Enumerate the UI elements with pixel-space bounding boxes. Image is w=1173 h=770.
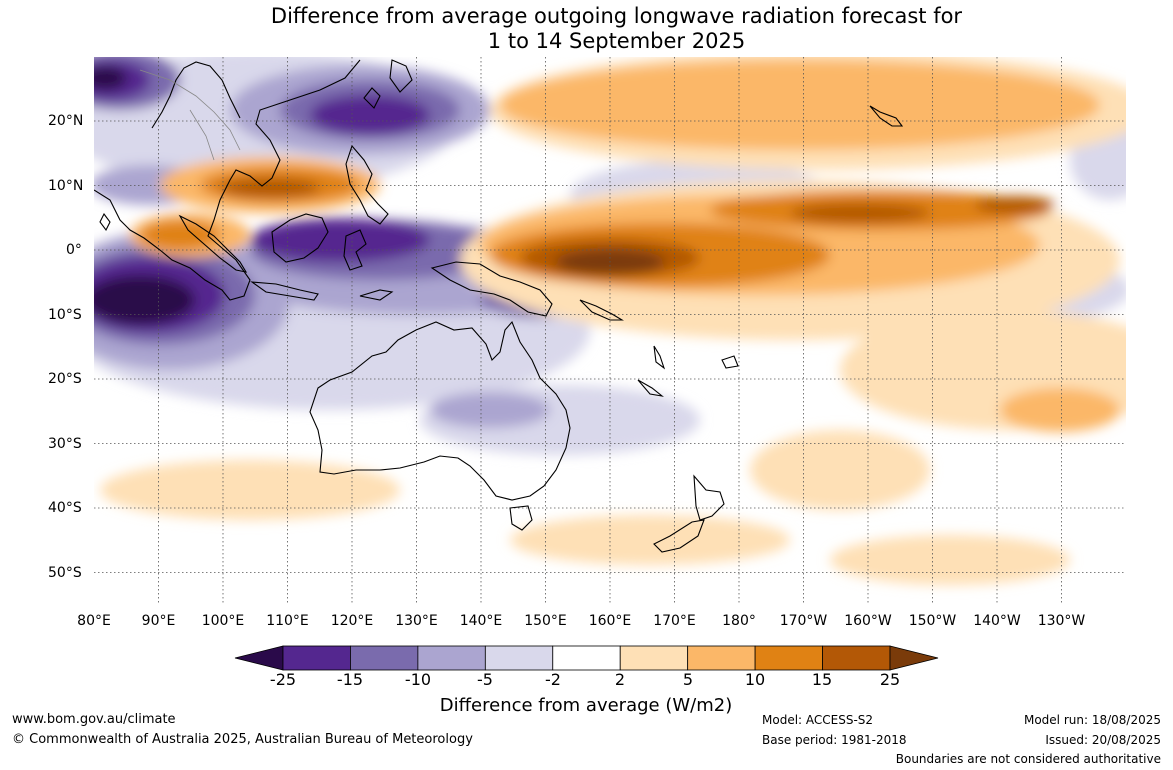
colorbar-tick-label: 15 (811, 670, 833, 689)
title-line-1: Difference from average outgoing longwav… (270, 4, 963, 28)
japan-coast (389, 59, 413, 93)
australia-coast (309, 320, 571, 501)
indochina-coast (151, 61, 241, 129)
footer-issued: Issued: 20/08/2025 (1045, 733, 1161, 747)
vanuatu-coast (653, 345, 666, 370)
footer-url[interactable]: www.bom.gov.au/climate (12, 712, 176, 727)
lon-label-160e: 160°E (588, 613, 632, 629)
map-title: Difference from average outgoing longwav… (0, 4, 1173, 54)
sulawesi-coast (343, 229, 367, 271)
lat-label-20s: 20°S (48, 371, 82, 387)
country-borders (139, 69, 241, 161)
solomon-coast (579, 299, 624, 321)
colorbar-tick-label: -25 (269, 670, 297, 689)
tasmania-coast (509, 505, 533, 531)
lon-label-160w: 160°W (844, 613, 892, 629)
lat-label-40s: 40°S (48, 500, 82, 516)
lon-label-90e: 90°E (141, 613, 176, 629)
colorbar-tick-label: 25 (879, 670, 901, 689)
new-zealand-south-coast (653, 519, 705, 553)
java-coast (250, 281, 319, 301)
lon-label-170e: 170°E (653, 613, 696, 629)
lon-label-80e: 80°E (77, 613, 111, 629)
lon-label-170w: 170°W (779, 613, 828, 629)
lat-label-50s: 50°S (48, 564, 82, 581)
colorbar-tick-label: 2 (614, 670, 626, 689)
hawaii-coast (869, 105, 904, 127)
lat-label-0: 0° (66, 242, 82, 258)
lon-label-120e: 120°E (330, 613, 374, 629)
new-zealand-coast (693, 474, 725, 521)
asia-coast (94, 59, 361, 301)
coastlines (94, 59, 904, 553)
lon-label-100e: 100°E (201, 613, 245, 629)
title-line-2: 1 to 14 September 2025 (487, 29, 746, 53)
lon-label-140e: 140°E (459, 613, 503, 629)
footer-disclaimer: Boundaries are not considered authoritat… (895, 752, 1161, 766)
colorbar-tick-label: -2 (545, 670, 561, 689)
footer-copyright: © Commonwealth of Australia 2025, Austra… (12, 732, 473, 747)
colorbar-tick-label: -10 (404, 670, 432, 689)
colorbar-tick-label: -5 (477, 670, 493, 689)
colorbar-tick-label: 5 (682, 670, 694, 689)
colorbar-units-label: Difference from average (W/m2) (439, 695, 733, 716)
timor-coast (359, 289, 394, 301)
lon-label-130w: 130°W (1037, 613, 1086, 629)
footer-model: Model: ACCESS-S2 (762, 713, 874, 727)
lon-label-150e: 150°E (524, 613, 567, 629)
lat-label-30s: 30°S (48, 435, 82, 452)
sri-lanka-coast (99, 212, 111, 232)
lat-label-10n: 10°N (48, 177, 84, 194)
taiwan-coast (363, 87, 381, 109)
lon-label-110e: 110°E (266, 613, 309, 629)
graticule (94, 57, 1126, 604)
lat-label-10s: 10°S (48, 306, 82, 323)
lon-label-150w: 150°W (908, 613, 957, 629)
colorbar-tick-label: 10 (744, 670, 766, 689)
borneo-coast (271, 213, 329, 263)
lon-label-180: 180° (722, 613, 756, 629)
footer-base-period: Base period: 1981-2018 (762, 733, 907, 747)
colorbar-tick-label: -15 (336, 670, 364, 689)
fiji-coast (721, 355, 739, 369)
lon-label-130e: 130°E (395, 613, 438, 629)
philippines-coast (345, 144, 389, 225)
lon-label-140w: 140°W (973, 613, 1021, 629)
sumatra-coast (178, 214, 248, 273)
new-guinea-coast (430, 261, 553, 317)
new-caledonia-coast (637, 379, 664, 397)
footer-model-run: Model run: 18/08/2025 (1023, 713, 1161, 727)
lat-label-20n: 20°N (48, 113, 84, 129)
anomaly-fields (94, 57, 1126, 604)
